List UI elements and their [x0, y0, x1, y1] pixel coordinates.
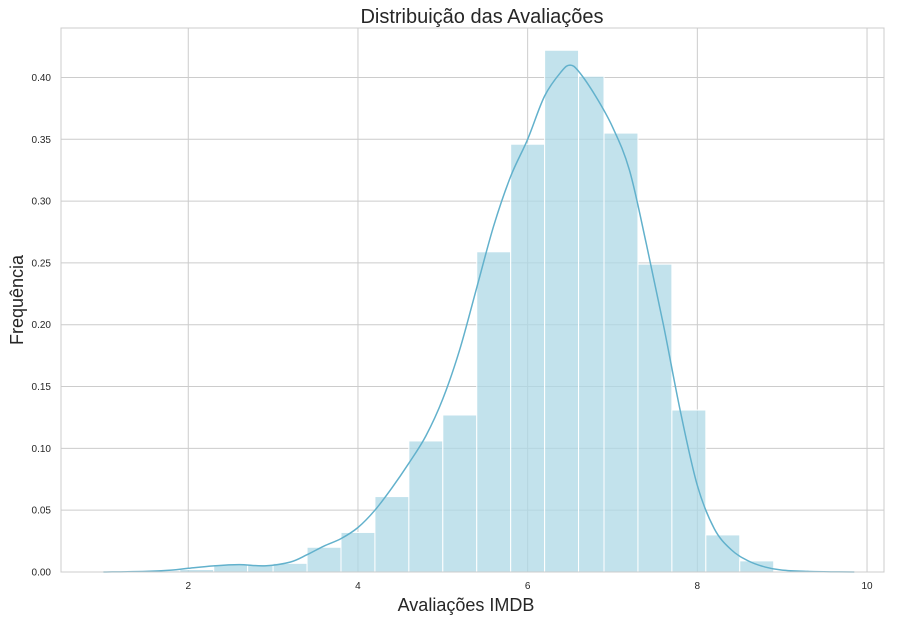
y-tick-label: 0.05	[32, 506, 52, 517]
x-axis-label: Avaliações IMDB	[398, 595, 535, 615]
y-tick-label: 0.15	[32, 382, 52, 393]
x-tick-label: 4	[355, 581, 361, 592]
histogram-bar	[374, 496, 410, 573]
histogram-bar	[306, 546, 342, 573]
histogram-bars	[145, 49, 775, 573]
x-tick-labels: 2 4 6 8 10	[185, 581, 873, 592]
x-tick-label: 2	[185, 581, 191, 592]
y-tick-label: 0.10	[32, 444, 52, 455]
kde-curve-group	[103, 64, 855, 573]
histogram-bar	[544, 49, 580, 573]
y-tick-label: 0.25	[32, 258, 52, 269]
histogram-bar	[510, 143, 546, 573]
y-tick-label: 0.30	[32, 197, 52, 208]
histogram-bar	[340, 531, 376, 573]
y-tick-label: 0.00	[32, 568, 52, 579]
histogram-bar	[671, 409, 707, 573]
x-tick-label: 10	[861, 581, 873, 592]
y-axis-label: Frequência	[7, 254, 27, 345]
histogram-bar	[739, 560, 775, 573]
x-tick-label: 6	[525, 581, 531, 592]
plot-frame	[60, 27, 885, 573]
histogram-bar	[637, 263, 673, 573]
histogram-bar	[578, 75, 605, 573]
y-tick-label: 0.35	[32, 135, 52, 146]
histogram-bar	[408, 440, 444, 573]
histogram-bar	[603, 132, 639, 573]
histogram-bar	[442, 414, 478, 573]
x-tick-label: 8	[695, 581, 701, 592]
y-tick-label: 0.40	[32, 73, 52, 84]
chart-title: Distribuição das Avaliações	[360, 6, 603, 28]
histogram-bar	[476, 251, 512, 573]
kde-line	[103, 64, 855, 573]
y-tick-label: 0.20	[32, 320, 52, 331]
y-tick-labels: 0.00 0.05 0.10 0.15 0.20 0.25 0.30 0.35 0.40	[32, 73, 52, 579]
